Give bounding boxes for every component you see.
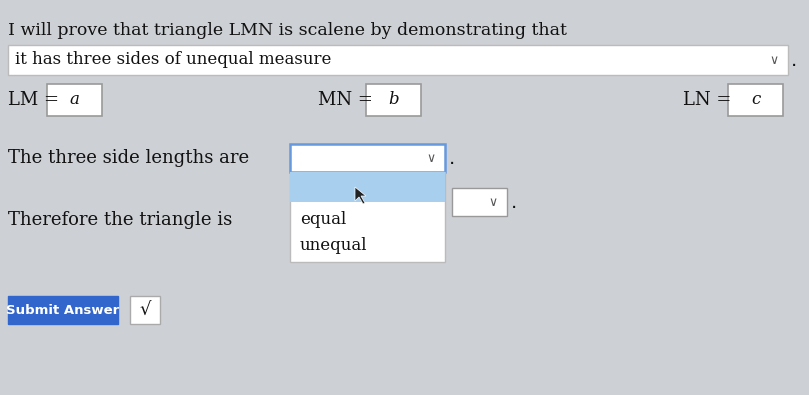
Text: .: . [511, 192, 517, 211]
FancyBboxPatch shape [290, 172, 445, 202]
FancyBboxPatch shape [290, 172, 445, 262]
Text: b: b [388, 92, 399, 109]
Text: .: . [791, 51, 797, 70]
Text: ∨: ∨ [769, 53, 778, 66]
FancyBboxPatch shape [8, 296, 118, 324]
Text: MN =: MN = [318, 91, 379, 109]
Text: .: . [449, 149, 455, 167]
Text: LN =: LN = [683, 91, 737, 109]
Text: √: √ [139, 301, 150, 319]
FancyBboxPatch shape [8, 45, 788, 75]
Text: a: a [70, 92, 79, 109]
FancyBboxPatch shape [47, 84, 102, 116]
Text: c: c [751, 92, 760, 109]
FancyBboxPatch shape [452, 188, 507, 216]
FancyBboxPatch shape [728, 84, 783, 116]
Text: it has three sides of unequal measure: it has three sides of unequal measure [15, 51, 332, 68]
Polygon shape [355, 187, 366, 204]
FancyBboxPatch shape [290, 144, 445, 172]
Text: I will prove that triangle LMN is scalene by demonstrating that: I will prove that triangle LMN is scalen… [8, 22, 567, 39]
Text: Therefore the triangle is: Therefore the triangle is [8, 211, 232, 229]
FancyBboxPatch shape [366, 84, 421, 116]
Text: unequal: unequal [300, 237, 367, 254]
Text: ∨: ∨ [489, 196, 498, 209]
Text: equal: equal [300, 211, 346, 228]
Text: LM =: LM = [8, 91, 65, 109]
Text: Submit Answer: Submit Answer [6, 303, 120, 316]
FancyBboxPatch shape [130, 296, 160, 324]
Text: The three side lengths are: The three side lengths are [8, 149, 249, 167]
Text: ∨: ∨ [426, 152, 435, 164]
